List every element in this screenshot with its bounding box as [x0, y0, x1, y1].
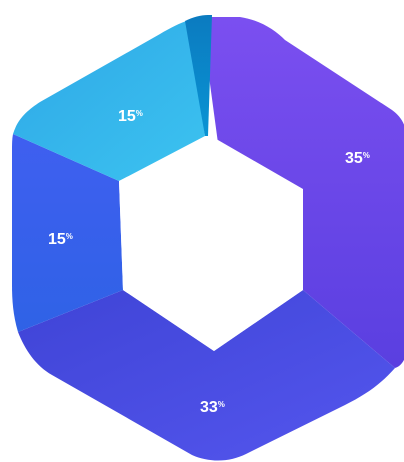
- chart-data-label-35: 35%: [345, 150, 370, 167]
- chart-data-label-15-left: 15%: [48, 231, 73, 248]
- chart-slice-15-top: [13, 20, 205, 181]
- chart-slice-small: [185, 15, 212, 136]
- donut-hole: [119, 136, 303, 351]
- chart-data-label-33: 33%: [200, 399, 225, 416]
- chart-slice-33: [18, 290, 395, 461]
- chart-slice-15-left: [12, 134, 123, 332]
- chart-data-label-15-top: 15%: [118, 108, 143, 125]
